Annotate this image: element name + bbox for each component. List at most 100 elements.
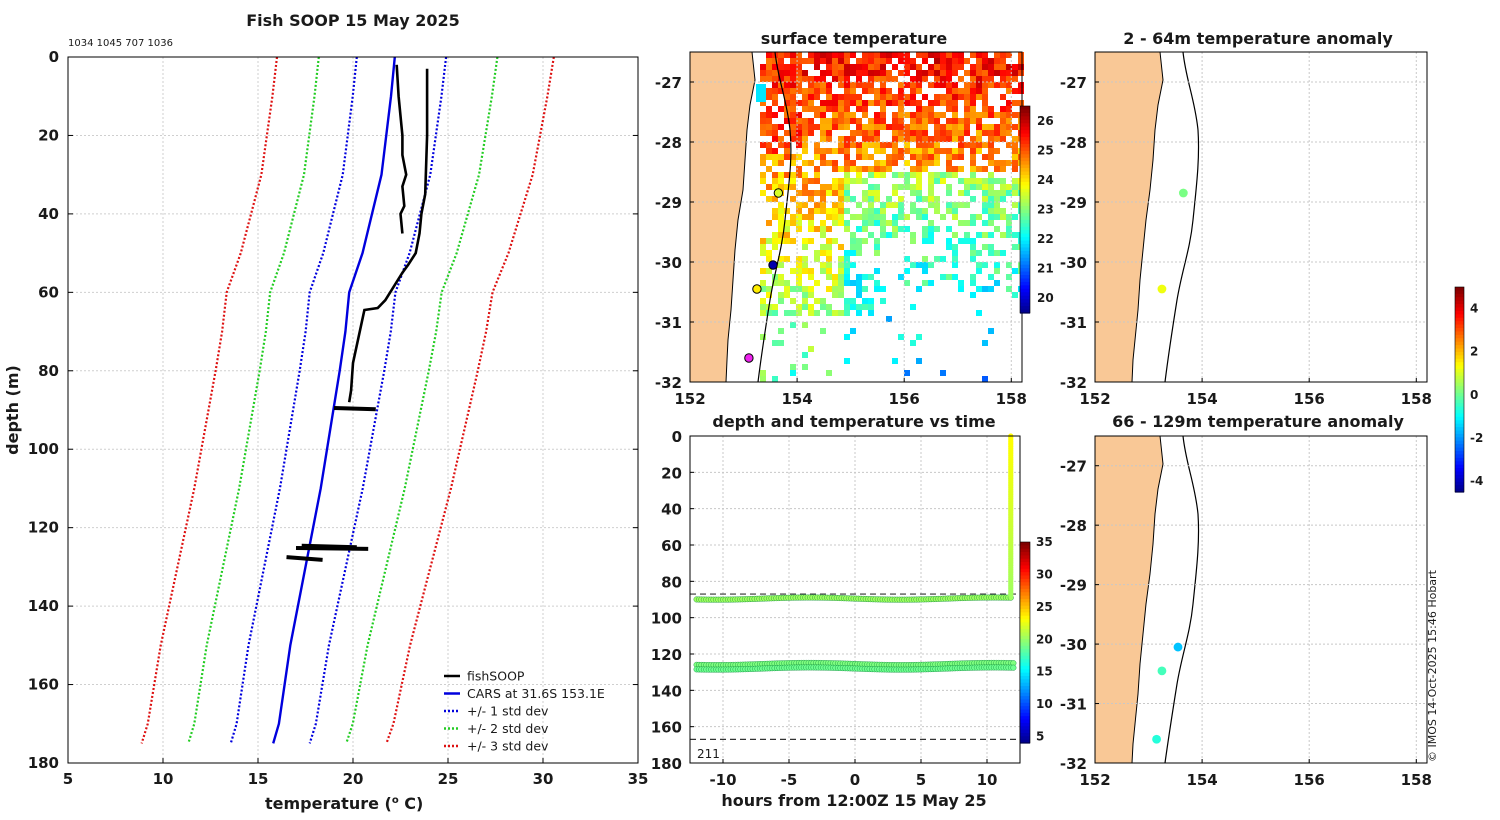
sst-pixel: [934, 208, 940, 214]
sst-pixel: [916, 52, 922, 58]
sst-pixel: [946, 172, 952, 178]
sst-pixel: [1000, 214, 1006, 220]
profile-xtick-label: 15: [248, 770, 269, 788]
sst-pixel: [916, 190, 922, 196]
sst-pixel: [838, 70, 844, 76]
sst-pixel: [844, 106, 850, 112]
sst-pixel: [790, 124, 796, 130]
sst-pixel: [904, 70, 910, 76]
sst-pixel: [772, 310, 778, 316]
sst-pixel: [928, 220, 934, 226]
sst-pixel: [970, 106, 976, 112]
sst-pixel: [784, 52, 790, 58]
sst-pixel: [832, 286, 838, 292]
sst-pixel: [946, 106, 952, 112]
colorbar-segment: [1455, 355, 1464, 360]
sst-pixel: [796, 172, 802, 178]
sst-pixel: [766, 220, 772, 226]
sst-pixel: [1006, 214, 1012, 220]
colorbar-segment: [1020, 609, 1030, 613]
sst-pixel: [796, 262, 802, 268]
colorbar-segment: [1020, 202, 1030, 207]
sst-pixel: [790, 370, 796, 376]
sst-pixel: [790, 64, 796, 70]
surface-point-2: [752, 284, 762, 294]
sst-pixel: [832, 118, 838, 124]
sst-pixel: [1012, 160, 1018, 166]
profile-xtick-label: 20: [343, 770, 364, 788]
sst-pixel: [772, 58, 778, 64]
sst-pixel: [976, 310, 982, 316]
sst-pixel: [772, 304, 778, 310]
sst-pixel: [1018, 70, 1024, 76]
sst-pixel: [994, 70, 1000, 76]
sst-pixel: [766, 58, 772, 64]
anom-ytick-label: -30: [1060, 636, 1087, 654]
sst-pixel: [904, 268, 910, 274]
sst-pixel: [904, 58, 910, 64]
colorbar-segment: [1020, 642, 1030, 647]
colorbar-segment: [1020, 588, 1030, 593]
sst-pixel: [952, 112, 958, 118]
sst-pixel: [970, 214, 976, 220]
sst-pixel: [844, 124, 850, 130]
sst-pixel: [796, 220, 802, 226]
sst-pixel: [952, 262, 958, 268]
sst-pixel: [826, 304, 832, 310]
sst-pixel: [760, 250, 766, 256]
sst-pixel: [868, 70, 874, 76]
sst-pixel: [856, 226, 862, 232]
sst-pixel: [802, 214, 808, 220]
sst-pixel: [982, 130, 988, 136]
sst-pixel: [880, 298, 886, 304]
sst-pixel: [844, 154, 850, 160]
sst-pixel: [922, 70, 928, 76]
sst-pixel: [766, 148, 772, 154]
sst-pixel: [886, 76, 892, 82]
sst-pixel: [784, 310, 790, 316]
sst-pixel: [1000, 124, 1006, 130]
sst-pixel: [892, 142, 898, 148]
sst-pixel: [910, 148, 916, 154]
colorbar-segment: [1020, 629, 1030, 634]
sst-pixel: [766, 238, 772, 244]
anom-xtick-label: 152: [1079, 390, 1110, 408]
sst-pixel: [970, 148, 976, 154]
sst-pixel: [988, 76, 994, 82]
colorbar-segment: [1020, 652, 1030, 657]
sst-pixel: [898, 136, 904, 142]
sst-pixel: [874, 184, 880, 190]
sst-pixel: [928, 154, 934, 160]
sst-pixel: [790, 184, 796, 190]
sst-pixel: [976, 142, 982, 148]
sst-pixel: [790, 196, 796, 202]
sst-pixel: [868, 52, 874, 58]
colorbar-segment: [1020, 233, 1030, 238]
sst-pixel: [970, 118, 976, 124]
sst-pixel: [802, 178, 808, 184]
colorbar-segment: [1020, 585, 1030, 590]
colorbar-segment: [1020, 565, 1030, 570]
sst-pixel: [958, 124, 964, 130]
sst-pixel: [880, 214, 886, 220]
sst-pixel: [790, 70, 796, 76]
sst-pixel: [844, 208, 850, 214]
sst-pixel: [790, 322, 796, 328]
sst-pixel: [826, 268, 832, 274]
sst-pixel: [898, 58, 904, 64]
sst-pixel: [766, 112, 772, 118]
profile-title: Fish SOOP 15 May 2025: [246, 11, 460, 30]
anom-xtick-label: 156: [1294, 771, 1325, 789]
sst-pixel: [844, 118, 850, 124]
sst-pixel: [886, 196, 892, 202]
sst-pixel: [994, 178, 1000, 184]
colorbar-segment: [1020, 275, 1030, 280]
sst-pixel: [796, 76, 802, 82]
sst-pixel: [862, 64, 868, 70]
sst-pixel: [982, 202, 988, 208]
anom2-ticks: 152 154 156 158 -27 -28 -29 -30 -31 -32: [1060, 458, 1432, 789]
sst-pixel: [982, 142, 988, 148]
sst-pixel: [952, 88, 958, 94]
sst-pixel: [988, 328, 994, 334]
sst-pixel: [958, 280, 964, 286]
